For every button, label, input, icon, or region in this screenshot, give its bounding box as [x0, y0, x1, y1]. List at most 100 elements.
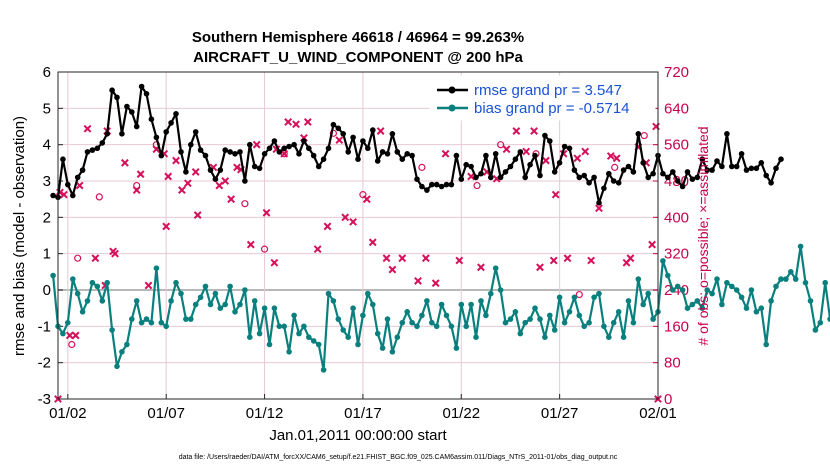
series-point-rmse	[532, 152, 538, 159]
series-point-bias	[527, 316, 533, 322]
y-tick-left-label: 1	[43, 246, 51, 263]
series-point-bias	[306, 334, 312, 341]
series-point-bias	[783, 276, 789, 282]
obs-assimilated-dot	[255, 143, 259, 147]
series-point-rmse	[197, 147, 204, 153]
series-point-rmse	[291, 141, 297, 148]
series-point-bias	[738, 294, 745, 301]
y-tick-left-label: 6	[43, 64, 51, 81]
obs-assimilated-marker	[65, 331, 74, 340]
obs-assimilated-marker	[280, 149, 289, 158]
y-axis-left: -3 -2 -1 0 1 2 3 4 5 6	[38, 64, 63, 408]
y-tick-left-label: 2	[43, 209, 51, 226]
series-point-rmse	[70, 192, 76, 199]
series-point-rmse	[207, 167, 214, 173]
series-point-bias	[276, 323, 283, 330]
series-point-rmse	[571, 167, 578, 173]
series-point-rmse	[325, 145, 332, 152]
x-tick-label: 02/01	[639, 405, 677, 422]
series-point-bias	[394, 334, 401, 341]
y-tick-left-label: -1	[38, 318, 51, 335]
obs-possible-marker	[611, 163, 619, 171]
series-point-rmse	[286, 143, 292, 150]
series-point-bias	[556, 294, 563, 301]
obs-assimilated-marker	[252, 140, 261, 149]
series-point-bias	[433, 323, 440, 330]
series-point-rmse	[148, 116, 155, 122]
series-point-rmse	[429, 181, 435, 188]
y-tick-left-label: 5	[43, 100, 51, 117]
obs-assimilated-dot	[469, 174, 473, 179]
series-point-rmse	[178, 149, 184, 155]
series-point-rmse	[50, 192, 56, 199]
series-point-rmse	[497, 174, 504, 181]
series-point-bias	[596, 290, 602, 297]
series-point-bias	[778, 276, 784, 282]
series-point-bias	[724, 279, 730, 286]
x-tick-label: 01/17	[344, 405, 382, 422]
obs-assimilated-dot	[597, 206, 601, 210]
obs-assimilated-dot	[135, 188, 139, 192]
series-point-bias	[807, 298, 814, 304]
series-point-bias	[163, 323, 169, 330]
obs-assimilated-dot	[164, 224, 168, 229]
series-point-bias	[192, 301, 199, 308]
obs-assimilated-dot	[479, 265, 483, 269]
series-point-bias	[463, 323, 470, 330]
obs-assimilated-marker	[541, 156, 550, 165]
obs-assimilated-marker	[335, 136, 344, 145]
obs-assimilated-dot	[416, 279, 420, 283]
series-point-bias	[237, 301, 243, 308]
series-point-rmse	[645, 174, 651, 181]
series-point-bias	[360, 312, 366, 319]
series-point-rmse	[650, 170, 656, 177]
obs-assimilated-marker	[362, 195, 371, 204]
series-point-bias	[374, 330, 381, 337]
series-point-bias	[443, 312, 450, 319]
series-point-rmse	[488, 174, 494, 181]
series-point-rmse	[606, 170, 612, 177]
series-point-rmse	[753, 165, 760, 172]
series-point-rmse	[610, 178, 617, 184]
series-point-bias	[601, 323, 607, 330]
series-point-rmse	[109, 87, 115, 93]
series-point-bias	[217, 305, 224, 312]
series-point-bias	[350, 305, 356, 312]
obs-assimilated-dot	[532, 129, 536, 133]
series-point-rmse	[625, 163, 632, 170]
series-point-rmse	[689, 176, 696, 182]
obs-assimilated-dot	[223, 179, 227, 183]
obs-assimilated-marker	[83, 124, 92, 133]
series-point-bias	[404, 309, 411, 315]
obs-assimilated-marker	[581, 147, 590, 156]
series-point-bias	[468, 301, 474, 308]
series-point-rmse	[340, 131, 347, 137]
series-point-rmse	[453, 152, 460, 159]
obs-assimilated-marker	[530, 127, 538, 135]
series-point-rmse	[242, 178, 248, 184]
series-point-bias	[158, 319, 165, 326]
series-point-bias	[591, 294, 597, 301]
series-point-bias	[84, 298, 91, 304]
series-point-bias	[325, 290, 332, 297]
series-point-bias	[79, 309, 86, 315]
series-point-rmse	[237, 149, 243, 155]
obs-assimilated-dot	[575, 156, 579, 160]
series-point-rmse	[217, 167, 224, 173]
x-tick-label: 01/07	[147, 405, 185, 422]
series-point-bias	[640, 301, 646, 308]
y-tick-left-label: 4	[43, 137, 51, 154]
obs-assimilated-marker	[191, 168, 200, 176]
series-point-bias	[532, 305, 538, 312]
obs-assimilated-dot	[180, 188, 184, 192]
series-point-bias	[301, 323, 307, 330]
series-point-bias	[473, 334, 479, 341]
series-point-rmse	[143, 91, 150, 97]
series-point-rmse	[158, 152, 165, 159]
series-point-bias	[645, 290, 651, 297]
x-axis-label: Jan.01,2011 00:00:00 start	[269, 427, 447, 444]
series-point-bias	[143, 316, 150, 322]
obs-assimilated-marker	[284, 118, 293, 126]
series-point-rmse	[591, 174, 597, 181]
obs-assimilated-dot	[337, 138, 341, 142]
